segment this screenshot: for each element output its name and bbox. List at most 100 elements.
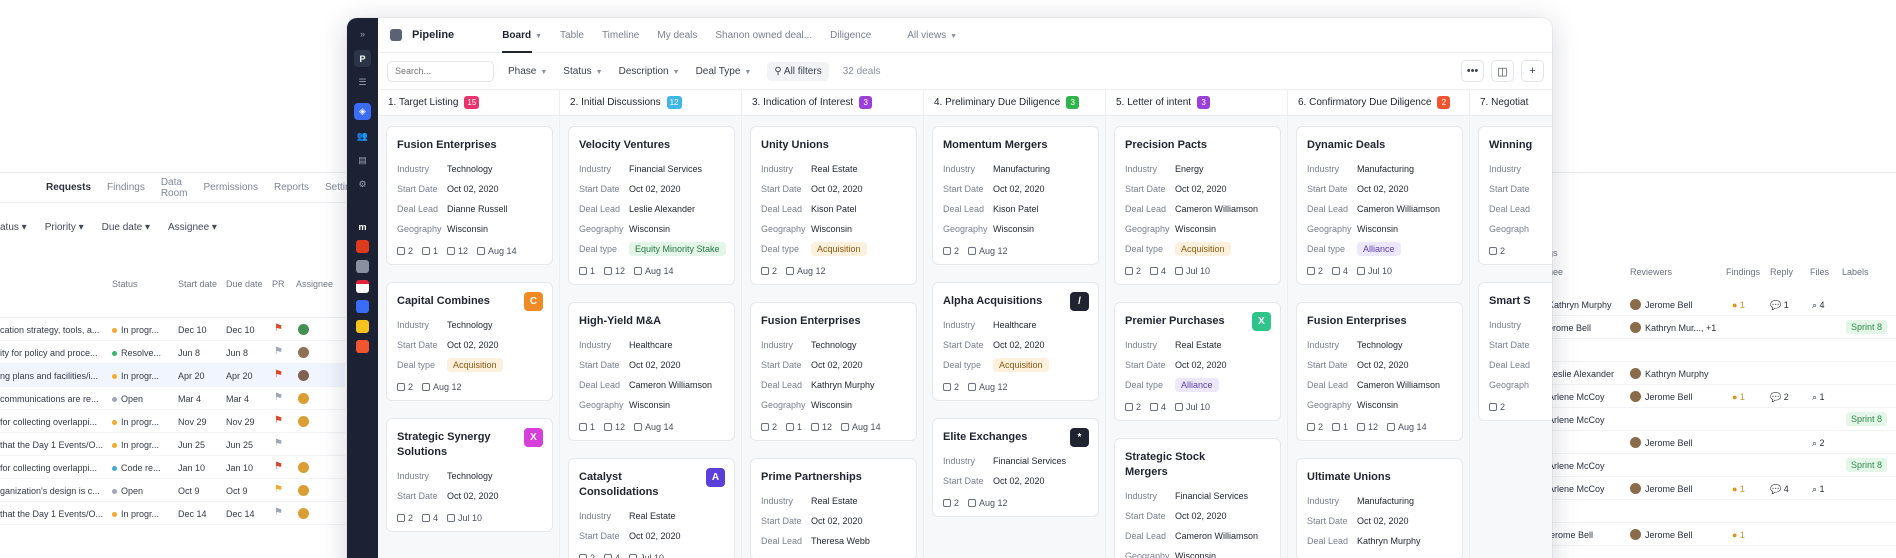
avatar[interactable] — [298, 393, 309, 404]
tab-findings[interactable]: Findings — [107, 182, 145, 193]
table-row[interactable]: ity for policy and proce... Resolve... Jun… — [0, 341, 345, 364]
deal-card[interactable]: Unity Unions Industry Real Estate Start Dat… — [750, 126, 917, 285]
table-row[interactable]: communications are re... Open Mar 4 Mar 4 ⚑ — [0, 387, 345, 410]
tab-shanon-owned-deal-[interactable]: Shanon owned deal... — [715, 30, 812, 41]
deal-card[interactable]: Strategic Stock Mergers Industry Financial… — [1114, 438, 1281, 558]
gear-icon[interactable]: ⚙ — [358, 179, 367, 189]
column-header[interactable]: 5. Letter of intent 3 — [1106, 90, 1287, 116]
deal-card[interactable]: High-Yield M&A Industry Healthcare Start Da… — [568, 302, 735, 441]
deal-card[interactable]: Catalyst Consolidations A Industry Real Est… — [568, 458, 735, 558]
tab-data-room[interactable]: Data Room — [160, 176, 188, 199]
avatar[interactable] — [298, 347, 309, 358]
filter-deal-type-button[interactable]: Deal Type ▼ — [696, 66, 752, 77]
app-mcd-icon[interactable] — [356, 240, 369, 253]
avatar[interactable] — [298, 485, 309, 496]
table-row[interactable]: Arlene McCoy Sprint 8 — [1548, 454, 1896, 477]
avatar[interactable] — [1630, 299, 1641, 310]
table-row[interactable]: Arlene McCoy Jerome Bell ● 1 💬 4 ⌕ 1 — [1548, 477, 1896, 500]
all-filters-button[interactable]: ⚲ All filters — [767, 61, 829, 81]
tab-reports[interactable]: Reports — [273, 182, 309, 193]
table-row[interactable]: cation strategy, tools, a... In progr... D… — [0, 318, 345, 341]
tab-permissions[interactable]: Permissions — [203, 182, 258, 193]
table-row[interactable]: Leslie Alexander Kathryn Murphy — [1548, 362, 1896, 385]
tab-all-views[interactable]: All views ▼ — [907, 30, 957, 41]
table-row[interactable]: Arlene McCoy Jerome Bell ● 1 💬 2 ⌕ 1 — [1548, 385, 1896, 408]
list-icon[interactable]: ☰ — [358, 77, 367, 87]
avatar[interactable] — [1630, 322, 1641, 333]
avatar[interactable] — [298, 324, 309, 335]
tab-requests[interactable]: Requests — [46, 182, 92, 193]
tab-my-deals[interactable]: My deals — [657, 30, 697, 41]
table-row[interactable]: that the Day 1 Events/O... In progr... Dec… — [0, 502, 345, 525]
app-yellow-icon[interactable] — [356, 320, 369, 333]
tab-diligence[interactable]: Diligence — [830, 30, 871, 41]
table-row[interactable]: that the Day 1 Events/O... In progr... Jun… — [0, 433, 345, 456]
tab-settings[interactable]: Settings — [324, 182, 362, 193]
layout-toggle-button[interactable]: ◫ — [1491, 60, 1514, 82]
avatar[interactable] — [298, 370, 309, 381]
avatar[interactable] — [1630, 483, 1641, 494]
deal-card[interactable]: Dynamic Deals Industry Manufacturing Start … — [1296, 126, 1463, 285]
add-deal-button[interactable]: + — [1521, 60, 1544, 82]
avatar[interactable] — [298, 462, 309, 473]
table-row[interactable]: ganization's design is c... Open Oct 9 Oct … — [0, 479, 345, 502]
avatar[interactable] — [298, 416, 309, 427]
search-input[interactable] — [387, 60, 494, 82]
column-header[interactable]: 3. Indication of Interest 3 — [742, 90, 923, 116]
table-row[interactable]: ng plans and facilities/i... In progr... A… — [0, 364, 345, 387]
filter-assignee[interactable]: Assignee ▾ — [168, 221, 217, 233]
workspace-avatar[interactable]: P — [354, 50, 371, 67]
more-options-button[interactable]: ••• — [1461, 60, 1484, 82]
table-row[interactable] — [1548, 339, 1896, 362]
table-row[interactable]: Jerome Bell ⌕ 2 — [1548, 431, 1896, 454]
table-row[interactable]: Kathryn Murphy Jerome Bell ● 1 💬 1 ⌕ 4 — [1548, 293, 1896, 316]
deal-card[interactable]: Smart S Industry Start Date Deal Lead Geogra… — [1478, 282, 1552, 421]
deal-card[interactable]: Alpha Acquisitions / Industry Healthcare Sta… — [932, 282, 1099, 401]
avatar[interactable] — [1630, 391, 1641, 402]
column-header[interactable]: 1. Target Listing 15 — [378, 90, 559, 116]
deal-card[interactable]: Capital Combines C Industry Technology Start… — [386, 282, 553, 401]
filter-priority[interactable]: Priority ▾ — [44, 221, 84, 233]
deal-card[interactable]: Prime Partnerships Industry Real Estate Sta… — [750, 458, 917, 558]
users-icon[interactable]: 👥 — [356, 131, 369, 141]
deal-card[interactable]: Ultimate Unions Industry Manufacturing Star… — [1296, 458, 1463, 558]
table-row[interactable]: for collecting overlappi... Code re... Jan… — [0, 456, 345, 479]
tab-timeline[interactable]: Timeline — [602, 30, 639, 41]
filter-atus[interactable]: atus ▾ — [0, 221, 27, 233]
filter-phase-button[interactable]: Phase ▼ — [508, 66, 547, 77]
deal-card[interactable]: Premier Purchases X Industry Real Estate Sta… — [1114, 302, 1281, 421]
app-flag-icon[interactable] — [356, 280, 369, 293]
deal-card[interactable]: Precision Pacts Industry Energy Start Date O… — [1114, 126, 1281, 285]
table-row[interactable]: lerome Bell Jerome Bell ● 1 — [1548, 523, 1896, 546]
table-row[interactable] — [1548, 500, 1896, 523]
column-header[interactable]: 4. Preliminary Due Diligence 3 — [924, 90, 1105, 116]
column-header[interactable]: 7. Negotiat — [1470, 90, 1552, 116]
chart-icon[interactable]: ▤ — [358, 155, 367, 165]
tab-table[interactable]: Table — [560, 30, 584, 41]
app-blue-icon[interactable] — [356, 300, 369, 313]
table-row[interactable]: erome Bell Kathryn Mur..., +1 Sprint 8 — [1548, 316, 1896, 339]
avatar[interactable] — [298, 508, 309, 519]
table-row[interactable]: Arlene McCoy Sprint 8 — [1548, 408, 1896, 431]
layers-icon[interactable]: ◈ — [354, 103, 371, 120]
app-m-icon[interactable]: m — [358, 221, 367, 232]
deal-card[interactable]: Fusion Enterprises Industry Technology Star… — [1296, 302, 1463, 441]
tab-board[interactable]: Board ▼ — [502, 30, 542, 53]
avatar[interactable] — [1630, 437, 1641, 448]
filter-due-date[interactable]: Due date ▾ — [101, 221, 151, 233]
deal-card[interactable]: Momentum Mergers Industry Manufacturing Sta… — [932, 126, 1099, 265]
column-header[interactable]: 2. Initial Discussions 12 — [560, 90, 741, 116]
deal-card[interactable]: Winning Industry Start Date Deal Lead Geogra… — [1478, 126, 1552, 265]
avatar[interactable] — [1630, 529, 1641, 540]
filter-description-button[interactable]: Description ▼ — [619, 66, 680, 77]
deal-card[interactable]: Strategic Synergy Solutions X Industry Tech… — [386, 418, 553, 532]
app-orange-icon[interactable] — [356, 340, 369, 353]
deal-card[interactable]: Fusion Enterprises Industry Technology Star… — [750, 302, 917, 441]
app-doc-icon[interactable] — [356, 260, 369, 273]
deal-card[interactable]: Fusion Enterprises Industry Technology Star… — [386, 126, 553, 265]
expand-icon[interactable]: » — [359, 28, 365, 39]
filter-status-button[interactable]: Status ▼ — [563, 66, 602, 77]
table-row[interactable]: for collecting overlappi... In progr... No… — [0, 410, 345, 433]
deal-card[interactable]: Velocity Ventures Industry Financial Servi… — [568, 126, 735, 285]
column-header[interactable]: 6. Confirmatory Due Diligence 2 — [1288, 90, 1469, 116]
